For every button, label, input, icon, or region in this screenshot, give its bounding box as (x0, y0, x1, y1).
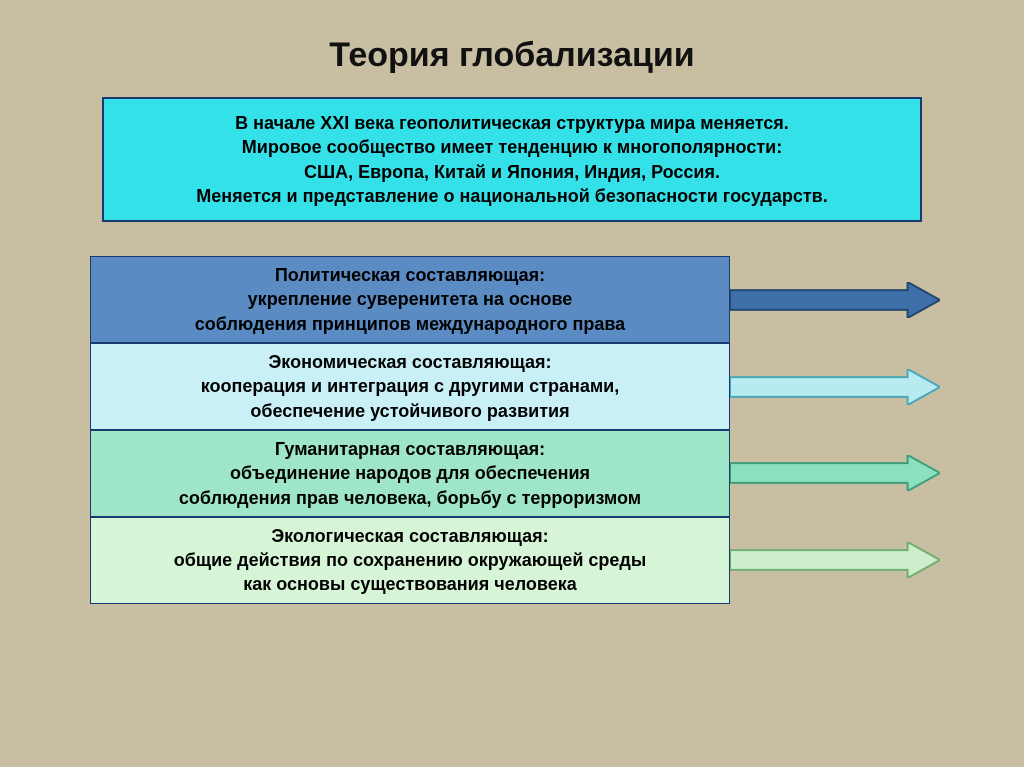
component-row: Политическая составляющая:укрепление сув… (72, 256, 952, 343)
component-row: Гуманитарная составляющая:объединение на… (72, 430, 952, 517)
arrow-right-icon (730, 455, 940, 491)
slide-root: Теория глобализации В начале XXI века ге… (0, 0, 1024, 767)
component-cell: Гуманитарная составляющая:объединение на… (90, 430, 730, 517)
arrow-wrap (730, 517, 952, 604)
intro-text: В начале XXI века геополитическая структ… (196, 113, 827, 206)
arrow-wrap (730, 430, 952, 517)
component-cell: Политическая составляющая:укрепление сув… (90, 256, 730, 343)
arrow-wrap (730, 256, 952, 343)
arrow-wrap (730, 343, 952, 430)
rows-container: Политическая составляющая:укрепление сув… (72, 256, 952, 604)
component-row: Экономическая составляющая:кооперация и … (72, 343, 952, 430)
component-row: Экологическая составляющая:общие действи… (72, 517, 952, 604)
intro-box: В начале XXI века геополитическая структ… (102, 97, 922, 222)
page-title: Теория глобализации (329, 36, 694, 75)
arrow-right-icon (730, 282, 940, 318)
arrow-right-icon (730, 542, 940, 578)
component-cell: Экологическая составляющая:общие действи… (90, 517, 730, 604)
component-cell: Экономическая составляющая:кооперация и … (90, 343, 730, 430)
arrow-right-icon (730, 369, 940, 405)
